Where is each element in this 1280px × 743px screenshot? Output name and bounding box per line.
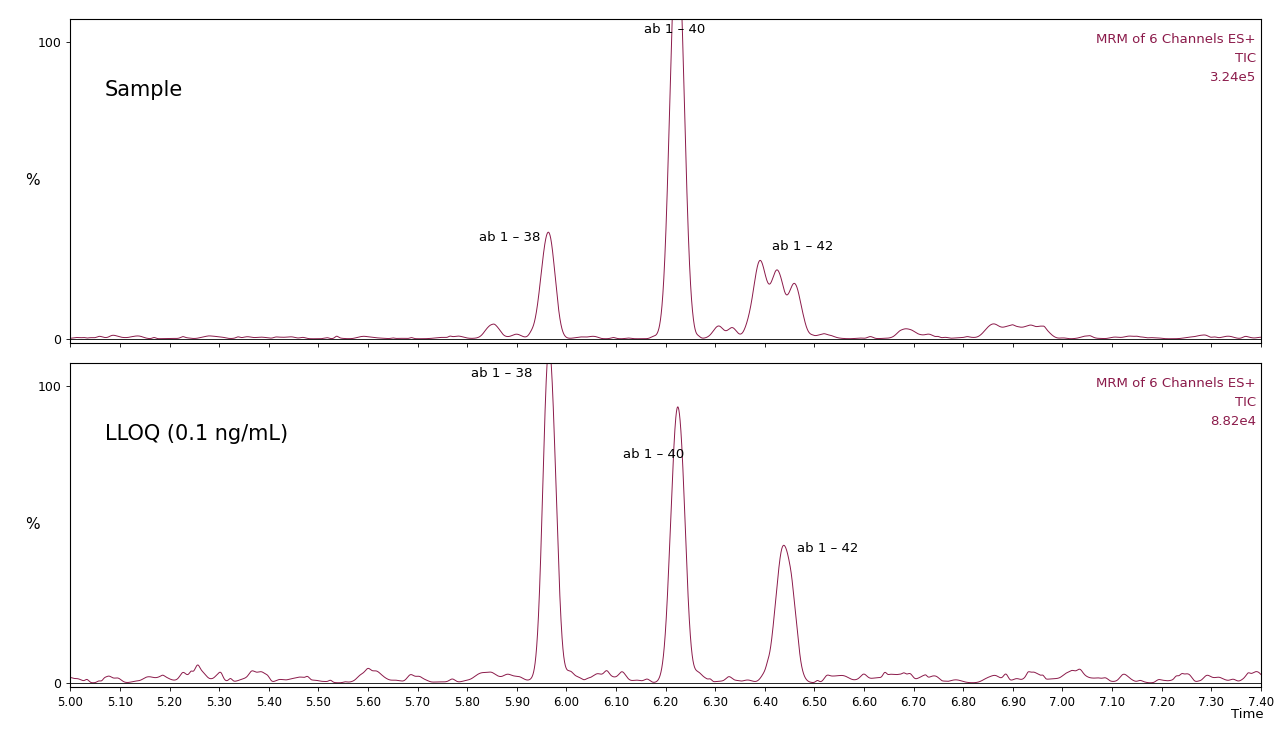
Text: Time: Time bbox=[1230, 708, 1263, 721]
Text: ab 1 – 42: ab 1 – 42 bbox=[797, 542, 859, 555]
Text: ab 1 – 40: ab 1 – 40 bbox=[644, 23, 705, 36]
Text: MRM of 6 Channels ES+
TIC
3.24e5: MRM of 6 Channels ES+ TIC 3.24e5 bbox=[1097, 33, 1256, 85]
Y-axis label: %: % bbox=[24, 173, 40, 189]
Text: Sample: Sample bbox=[105, 80, 183, 100]
Text: ab 1 – 38: ab 1 – 38 bbox=[479, 231, 540, 244]
Text: ab 1 – 38: ab 1 – 38 bbox=[471, 368, 532, 380]
Text: ab 1 – 42: ab 1 – 42 bbox=[772, 240, 833, 253]
Y-axis label: %: % bbox=[24, 517, 40, 533]
Text: ab 1 – 40: ab 1 – 40 bbox=[622, 447, 684, 461]
Text: MRM of 6 Channels ES+
TIC
8.82e4: MRM of 6 Channels ES+ TIC 8.82e4 bbox=[1097, 377, 1256, 429]
Text: LLOQ (0.1 ng/mL): LLOQ (0.1 ng/mL) bbox=[105, 424, 288, 444]
